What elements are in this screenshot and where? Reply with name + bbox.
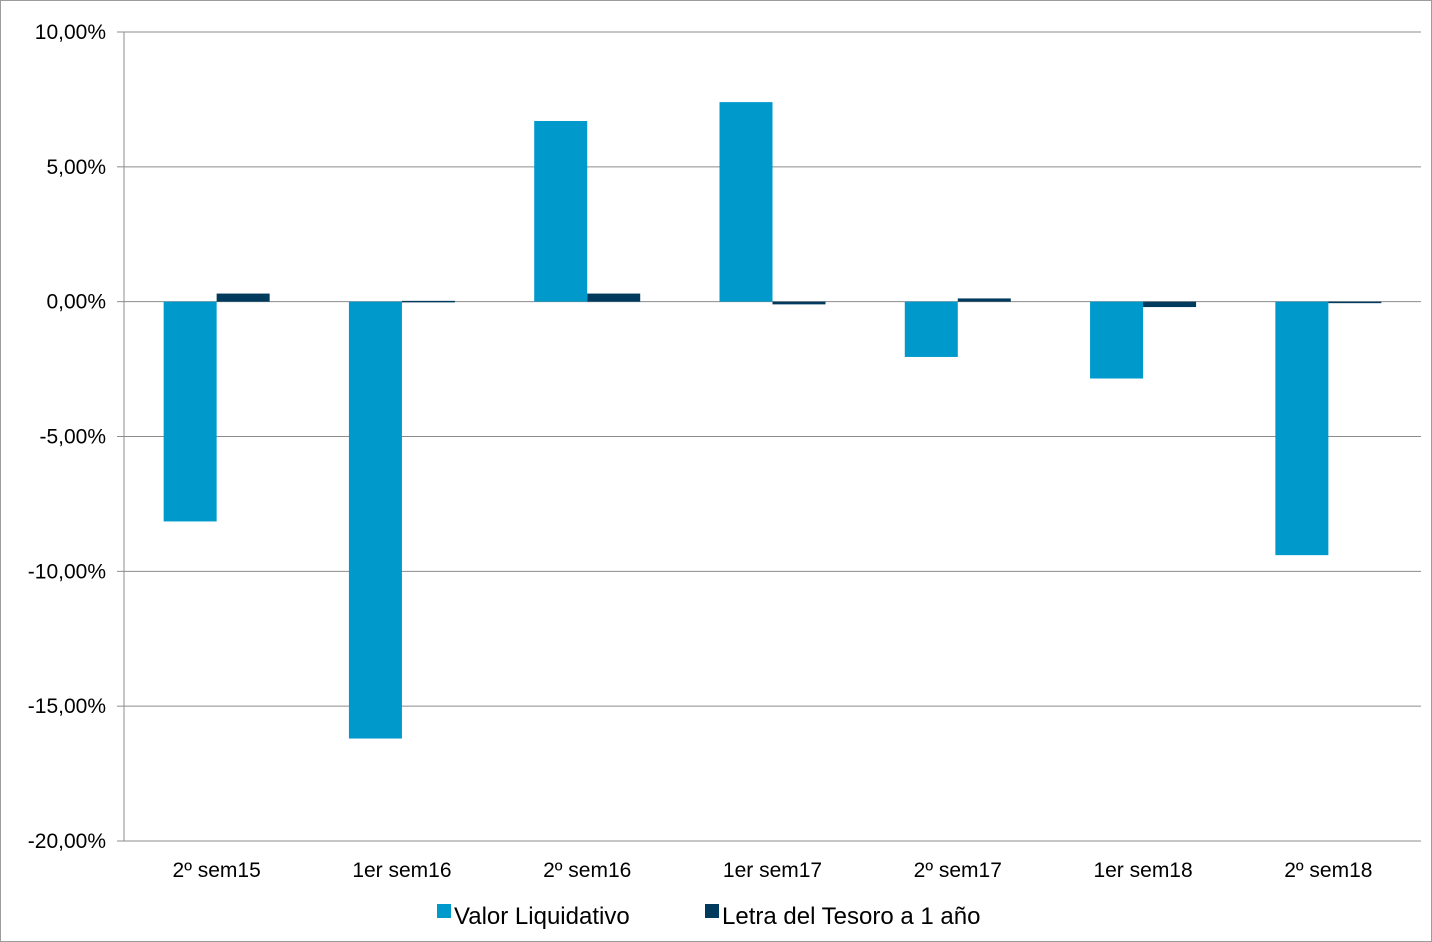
x-tick-label: 2º sem18: [1284, 859, 1372, 882]
y-tick-label: -20,00%: [28, 830, 106, 853]
x-tick-label: 2º sem15: [173, 859, 261, 882]
bar: [401, 300, 455, 303]
bar: [772, 301, 826, 305]
bar: [1090, 301, 1144, 379]
y-tick-label: 5,00%: [46, 156, 106, 179]
x-tick-label: 1er sem18: [1093, 859, 1192, 882]
legend-swatch: [705, 904, 719, 918]
y-tick-label: -5,00%: [39, 426, 106, 449]
x-tick-label: 2º sem16: [543, 859, 631, 882]
y-tick-label: -15,00%: [28, 695, 106, 718]
y-tick-label: 0,00%: [46, 291, 106, 314]
bar: [1328, 301, 1382, 304]
bar: [163, 301, 217, 522]
bar: [216, 293, 270, 302]
legend-swatch: [437, 904, 451, 918]
bar: [534, 120, 588, 302]
legend-label: Valor Liquidativo: [454, 903, 630, 930]
bar: [1143, 301, 1197, 308]
x-tick-label: 2º sem17: [914, 859, 1002, 882]
bar: [957, 298, 1011, 302]
bar: [719, 102, 773, 302]
bar: [587, 293, 641, 302]
bar: [904, 301, 958, 357]
bar: [348, 301, 402, 739]
y-tick-label: 10,00%: [35, 21, 106, 44]
bar: [1275, 301, 1329, 556]
y-tick-label: -10,00%: [28, 560, 106, 583]
x-tick-label: 1er sem16: [352, 859, 451, 882]
legend-label: Letra del Tesoro a 1 año: [722, 903, 980, 930]
x-tick-label: 1er sem17: [723, 859, 822, 882]
